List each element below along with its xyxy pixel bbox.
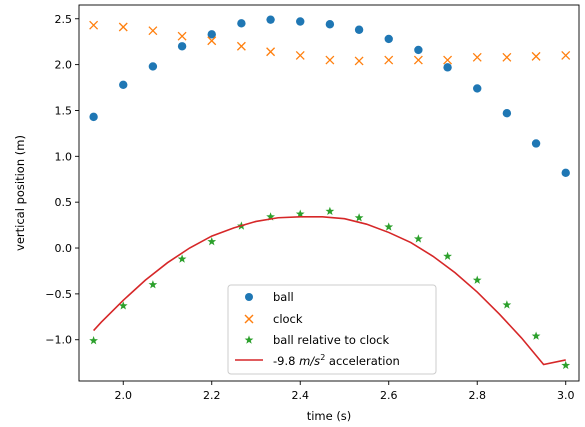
acceleration-curve [93, 216, 566, 366]
relative-point [177, 254, 187, 263]
y-tick-label: 0.0 [55, 242, 73, 255]
clock-point [177, 31, 187, 41]
ball-point [443, 63, 452, 72]
clock-point [561, 50, 571, 60]
relative-point [384, 222, 394, 231]
y-tick-label: −0.5 [45, 288, 72, 301]
relative-point [118, 301, 128, 310]
legend-marker-clock [244, 314, 254, 324]
axis-ticks: 2.0 2.2 2.4 2.6 2.8 3.0 −1.0 −0.5 0.0 0.5 1.0 1.5 2.… [45, 13, 574, 402]
ball-point [148, 62, 158, 71]
x-tick-label: 2.2 [203, 389, 221, 402]
clock-point [207, 36, 217, 46]
ball-point [561, 168, 570, 178]
relative-point [325, 206, 335, 216]
relative-point [266, 212, 275, 221]
series-clock [89, 20, 571, 66]
relative-point [295, 209, 305, 218]
relative-point [207, 237, 217, 246]
clock-point [89, 20, 99, 30]
ball-point [354, 25, 364, 34]
relative-point [531, 331, 541, 340]
plot-frame [78, 4, 580, 382]
clock-point [118, 22, 128, 32]
y-tick-label: 0.5 [55, 196, 73, 209]
ball-point [296, 17, 305, 26]
y-tick-label: 1.0 [55, 150, 73, 163]
clock-point [236, 41, 246, 51]
ball-point [177, 42, 187, 51]
relative-point [472, 275, 482, 284]
legend: ball clock ball relative to clock -9.8 m… [227, 284, 437, 375]
clock-point [502, 52, 512, 62]
ball-point [531, 139, 541, 148]
legend-box [227, 284, 437, 375]
clock-point [472, 52, 482, 62]
ball-point [207, 30, 216, 39]
y-tick-label: 1.5 [55, 104, 73, 117]
legend-label-ball: ball [273, 290, 294, 304]
ball-point [414, 45, 423, 55]
clock-point [354, 56, 364, 66]
x-tick-label: 2.4 [291, 389, 309, 402]
ball-point [266, 15, 275, 24]
ball-point [473, 84, 482, 93]
legend-label-acceleration: -9.8 m/s2 acceleration [273, 353, 400, 368]
y-tick-label: 2.0 [55, 59, 73, 72]
ball-point [119, 80, 128, 89]
relative-point [148, 280, 158, 289]
legend-label-relative: ball relative to clock [273, 333, 390, 347]
clock-point [295, 50, 305, 60]
ball-point [89, 112, 98, 122]
x-tick-label: 2.8 [468, 389, 486, 402]
ball-point [237, 19, 246, 28]
plot-area [89, 15, 571, 370]
x-tick-label: 3.0 [557, 389, 575, 402]
legend-label-clock: clock [273, 312, 303, 326]
relative-point [414, 234, 423, 243]
legend-accel-prefix: -9.8 [273, 354, 299, 368]
clock-point [413, 55, 423, 65]
ball-point [502, 109, 512, 118]
legend-marker-ball [245, 293, 253, 301]
clock-point [443, 55, 453, 65]
clock-point [384, 55, 394, 65]
relative-point [561, 360, 571, 370]
relative-point [502, 300, 512, 309]
legend-accel-suffix: acceleration [325, 354, 400, 368]
clock-point [531, 51, 541, 61]
y-axis-label: vertical position (m) [13, 135, 27, 251]
clock-point [266, 47, 276, 57]
relative-point [354, 213, 364, 222]
ball-point [384, 34, 393, 44]
y-tick-label: 2.5 [55, 13, 73, 26]
ball-point [325, 20, 335, 29]
x-tick-label: 2.6 [380, 389, 398, 402]
legend-marker-relative [244, 335, 254, 344]
x-axis-label: time (s) [307, 409, 352, 423]
legend-accel-sup: 2 [320, 353, 325, 362]
relative-point [443, 251, 452, 260]
clock-point [325, 55, 335, 65]
y-tick-label: −1.0 [45, 334, 72, 347]
legend-accel-unit: m/s [299, 354, 320, 368]
x-tick-label: 2.0 [114, 389, 132, 402]
clock-point [148, 26, 158, 36]
series-ball [89, 15, 570, 178]
relative-point [89, 336, 98, 345]
series--9-8-m-s-acceleration [93, 216, 566, 366]
